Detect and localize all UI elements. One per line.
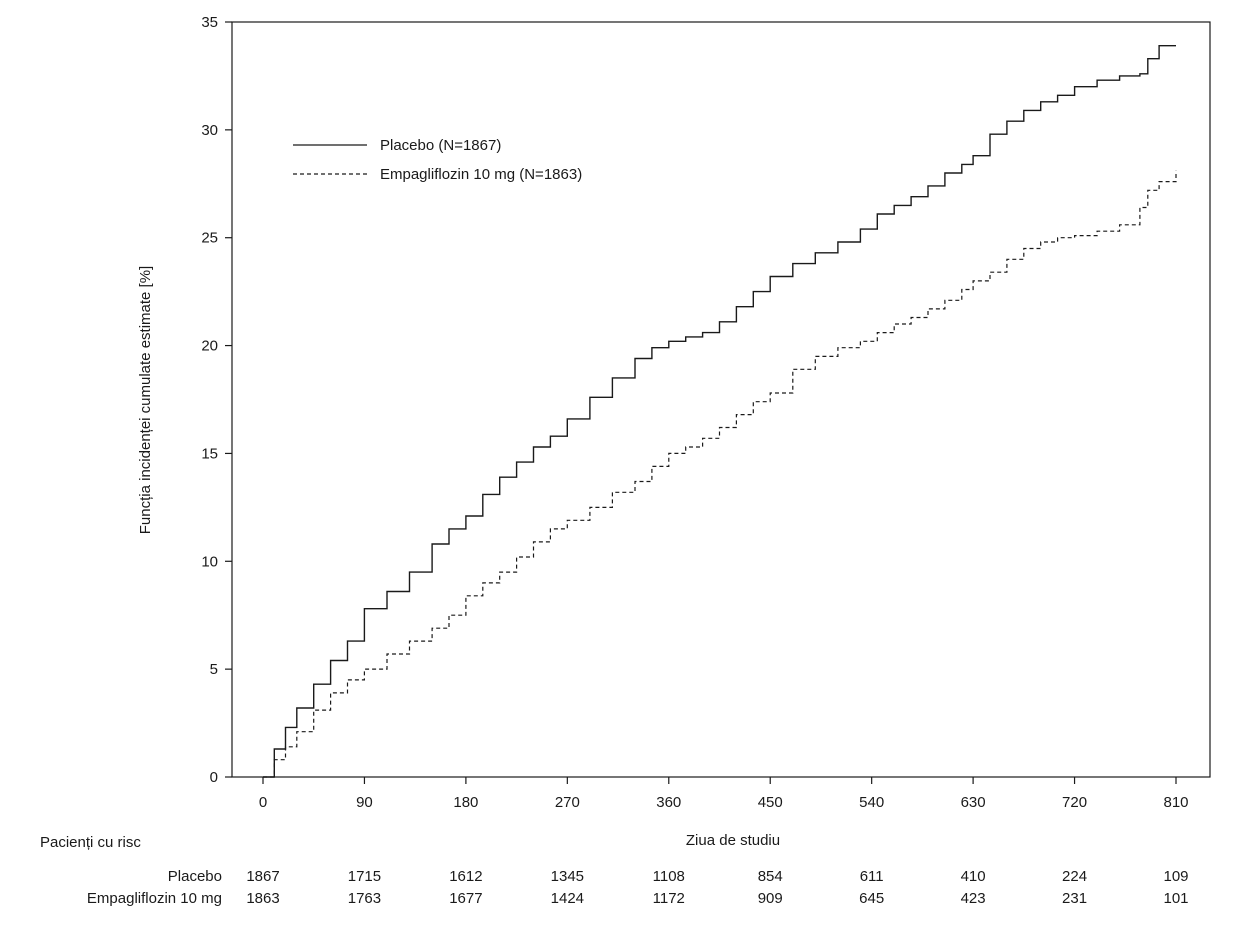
risk-table-title: Pacienți cu risc (40, 834, 141, 851)
x-tick-label: 0 (259, 794, 267, 811)
risk-cell: 109 (1163, 868, 1188, 885)
risk-cell: 1108 (653, 868, 685, 885)
x-tick-label: 90 (356, 794, 373, 811)
risk-cell: 1612 (449, 868, 482, 885)
y-axis: 0 5 10 15 20 25 30 35 (201, 14, 232, 786)
risk-cell: 1345 (551, 868, 584, 885)
risk-cell: 423 (961, 890, 986, 907)
risk-cell: 410 (961, 868, 986, 885)
series-line-empagliflozin (263, 170, 1177, 778)
x-tick-label: 720 (1062, 794, 1087, 811)
risk-cell: 1863 (246, 890, 279, 907)
risk-row-label: Empagliflozin 10 mg (87, 890, 222, 907)
x-tick-label: 180 (453, 794, 478, 811)
y-tick-label: 30 (201, 122, 218, 139)
legend-label: Placebo (N=1867) (380, 137, 501, 154)
legend-label: Empagliflozin 10 mg (N=1863) (380, 166, 582, 183)
risk-row-label: Placebo (168, 868, 222, 885)
y-tick-label: 10 (201, 553, 218, 570)
y-axis-label: Funcția incidenței cumulate estimate [%] (137, 266, 154, 534)
x-axis-label: Ziua de studiu (686, 832, 780, 849)
risk-cell: 101 (1163, 890, 1188, 907)
series-line-placebo (263, 45, 1176, 778)
risk-cell: 645 (859, 890, 884, 907)
x-tick-label: 630 (961, 794, 986, 811)
x-tick-label: 360 (656, 794, 681, 811)
risk-cell: 1763 (348, 890, 381, 907)
risk-cell: 1867 (246, 868, 279, 885)
risk-cell: 1172 (653, 890, 685, 907)
x-tick-label: 450 (758, 794, 783, 811)
x-tick-label: 540 (859, 794, 884, 811)
risk-cell: 909 (758, 890, 783, 907)
risk-cell: 224 (1062, 868, 1087, 885)
plot-frame (231, 21, 1211, 778)
y-tick-label: 5 (210, 661, 218, 678)
risk-cell: 1715 (348, 868, 381, 885)
risk-cell: 1677 (449, 890, 482, 907)
x-tick-label: 810 (1163, 794, 1188, 811)
y-tick-label: 0 (210, 769, 218, 786)
y-tick-label: 20 (201, 338, 218, 355)
risk-cell: 854 (758, 868, 783, 885)
risk-cell: 611 (860, 868, 884, 885)
x-tick-label: 270 (555, 794, 580, 811)
x-axis: 0 90 180 270 360 450 540 630 720 810 (259, 777, 1189, 811)
risk-table: Pacienți cu risc Placebo 1867 1715 1612 1345… (40, 834, 1189, 907)
y-tick-label: 15 (201, 445, 218, 462)
series-layer (263, 45, 1177, 778)
legend: Placebo (N=1867) Empagliflozin 10 mg (N=1… (293, 137, 582, 183)
y-tick-label: 35 (201, 14, 218, 31)
risk-cell: 1424 (551, 890, 584, 907)
y-tick-label: 25 (201, 230, 218, 247)
risk-cell: 231 (1062, 890, 1087, 907)
